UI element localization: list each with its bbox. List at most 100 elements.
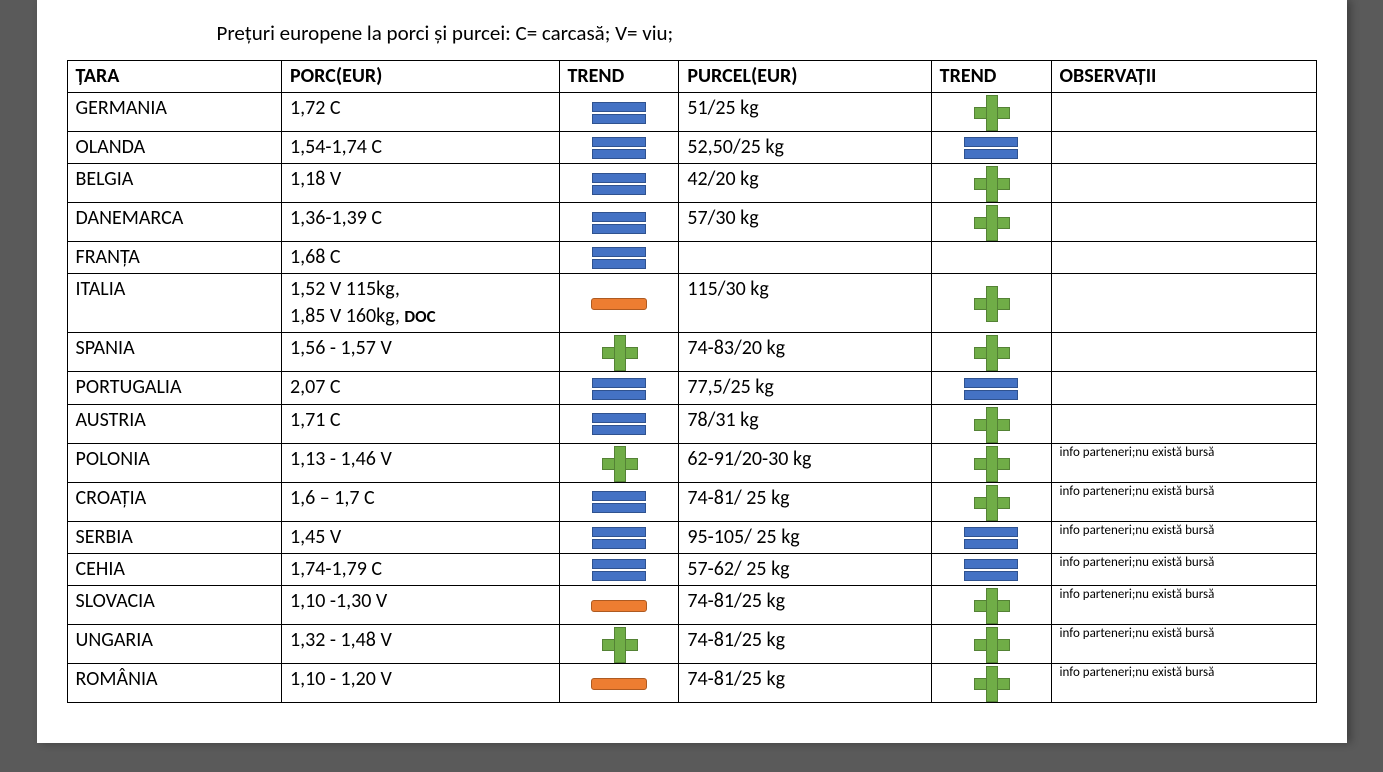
document-page: Prețuri europene la porci și purcei: C= … bbox=[37, 0, 1347, 743]
cell-trend-porc bbox=[559, 404, 679, 443]
equal-icon bbox=[964, 376, 1018, 402]
cell-porc: 1,45 V bbox=[281, 521, 559, 553]
cell-trend-porc bbox=[559, 164, 679, 203]
equal-icon bbox=[592, 489, 646, 515]
cell-tara: DANEMARCA bbox=[67, 203, 281, 242]
plus-icon bbox=[974, 205, 1008, 239]
cell-purcel: 74-81/25 kg bbox=[679, 586, 931, 625]
equal-icon bbox=[592, 376, 646, 402]
table-row: AUSTRIA1,71 C 78/31 kg bbox=[67, 404, 1316, 443]
plus-icon bbox=[602, 335, 636, 369]
cell-trend-porc bbox=[559, 132, 679, 164]
cell-trend-purcel bbox=[931, 443, 1051, 482]
cell-obs: info parteneri;nu există bursă bbox=[1051, 625, 1316, 664]
table-row: POLONIA1,13 - 1,46 V62-91/20-30 kginfo p… bbox=[67, 443, 1316, 482]
cell-porc: 1,6 – 1,7 C bbox=[281, 482, 559, 521]
cell-trend-purcel bbox=[931, 521, 1051, 553]
table-row: PORTUGALIA2,07 C 77,5/25 kg bbox=[67, 372, 1316, 404]
minus-icon bbox=[591, 678, 647, 690]
plus-icon bbox=[974, 627, 1008, 661]
cell-tara: SLOVACIA bbox=[67, 586, 281, 625]
cell-obs: info parteneri;nu există bursă bbox=[1051, 553, 1316, 585]
table-header-row: ȚARA PORC(EUR) TREND PURCEL(EUR) TREND O… bbox=[67, 61, 1316, 93]
minus-icon bbox=[591, 600, 647, 612]
cell-purcel: 57-62/ 25 kg bbox=[679, 553, 931, 585]
cell-tara: ROMÂNIA bbox=[67, 664, 281, 703]
cell-trend-purcel bbox=[931, 132, 1051, 164]
cell-trend-porc bbox=[559, 203, 679, 242]
table-row: CROAȚIA1,6 – 1,7 C 74-81/ 25 kg info parte… bbox=[67, 482, 1316, 521]
cell-tara: OLANDA bbox=[67, 132, 281, 164]
cell-trend-purcel bbox=[931, 586, 1051, 625]
table-row: ITALIA1,52 V 115kg,1,85 V 160kg, DOC115/… bbox=[67, 274, 1316, 333]
cell-porc: 1,10 -1,30 V bbox=[281, 586, 559, 625]
cell-trend-porc bbox=[559, 333, 679, 372]
plus-icon bbox=[974, 446, 1008, 480]
cell-trend-purcel bbox=[931, 482, 1051, 521]
cell-purcel: 74-81/25 kg bbox=[679, 664, 931, 703]
table-row: SERBIA1,45 V95-105/ 25 kginfo parteneri;… bbox=[67, 521, 1316, 553]
plus-icon bbox=[974, 166, 1008, 200]
table-row: BELGIA1,18 V42/20 kg bbox=[67, 164, 1316, 203]
page-title: Prețuri europene la porci și purcei: C= … bbox=[217, 20, 1317, 46]
cell-porc: 1,10 - 1,20 V bbox=[281, 664, 559, 703]
cell-purcel: 42/20 kg bbox=[679, 164, 931, 203]
table-row: SLOVACIA1,10 -1,30 V 74-81/25 kg info part… bbox=[67, 586, 1316, 625]
cell-purcel: 51/25 kg bbox=[679, 93, 931, 132]
cell-trend-purcel bbox=[931, 625, 1051, 664]
cell-trend-porc bbox=[559, 664, 679, 703]
cell-trend-porc bbox=[559, 93, 679, 132]
cell-porc: 1,32 - 1,48 V bbox=[281, 625, 559, 664]
cell-porc: 2,07 C bbox=[281, 372, 559, 404]
plus-icon bbox=[974, 588, 1008, 622]
cell-purcel: 77,5/25 kg bbox=[679, 372, 931, 404]
cell-trend-porc bbox=[559, 553, 679, 585]
equal-icon bbox=[592, 525, 646, 551]
cell-trend-porc bbox=[559, 625, 679, 664]
cell-obs bbox=[1051, 372, 1316, 404]
cell-porc: 1,72 C bbox=[281, 93, 559, 132]
cell-porc: 1,71 C bbox=[281, 404, 559, 443]
cell-tara: GERMANIA bbox=[67, 93, 281, 132]
cell-tara: AUSTRIA bbox=[67, 404, 281, 443]
cell-purcel: 52,50/25 kg bbox=[679, 132, 931, 164]
cell-purcel: 74-81/ 25 kg bbox=[679, 482, 931, 521]
cell-tara: PORTUGALIA bbox=[67, 372, 281, 404]
cell-trend-purcel bbox=[931, 203, 1051, 242]
cell-trend-porc bbox=[559, 242, 679, 274]
cell-trend-purcel bbox=[931, 404, 1051, 443]
cell-obs: info parteneri;nu există bursă bbox=[1051, 586, 1316, 625]
col-porc: PORC(EUR) bbox=[281, 61, 559, 93]
cell-porc: 1,36-1,39 C bbox=[281, 203, 559, 242]
cell-purcel: 115/30 kg bbox=[679, 274, 931, 333]
table-row: OLANDA1,54-1,74 C 52,50/25 kg bbox=[67, 132, 1316, 164]
equal-icon bbox=[964, 525, 1018, 551]
cell-obs bbox=[1051, 93, 1316, 132]
cell-purcel: 78/31 kg bbox=[679, 404, 931, 443]
cell-tara: FRANȚA bbox=[67, 242, 281, 274]
cell-obs: info parteneri;nu există bursă bbox=[1051, 521, 1316, 553]
cell-obs bbox=[1051, 242, 1316, 274]
table-row: UNGARIA1,32 - 1,48 V74-81/25 kginfo part… bbox=[67, 625, 1316, 664]
cell-porc: 1,54-1,74 C bbox=[281, 132, 559, 164]
cell-porc: 1,52 V 115kg,1,85 V 160kg, DOC bbox=[281, 274, 559, 333]
cell-obs: info parteneri;nu există bursă bbox=[1051, 482, 1316, 521]
equal-icon bbox=[964, 557, 1018, 583]
table-row: FRANȚA1,68 C bbox=[67, 242, 1316, 274]
plus-icon bbox=[974, 335, 1008, 369]
equal-icon bbox=[592, 171, 646, 197]
cell-obs bbox=[1051, 274, 1316, 333]
equal-icon bbox=[592, 100, 646, 126]
equal-icon bbox=[592, 210, 646, 236]
cell-trend-purcel bbox=[931, 242, 1051, 274]
cell-obs bbox=[1051, 404, 1316, 443]
plus-icon bbox=[974, 95, 1008, 129]
cell-obs bbox=[1051, 132, 1316, 164]
cell-trend-purcel bbox=[931, 274, 1051, 333]
cell-porc: 1,13 - 1,46 V bbox=[281, 443, 559, 482]
equal-icon bbox=[592, 557, 646, 583]
cell-obs bbox=[1051, 164, 1316, 203]
cell-tara: SPANIA bbox=[67, 333, 281, 372]
cell-tara: CROAȚIA bbox=[67, 482, 281, 521]
cell-trend-porc bbox=[559, 274, 679, 333]
